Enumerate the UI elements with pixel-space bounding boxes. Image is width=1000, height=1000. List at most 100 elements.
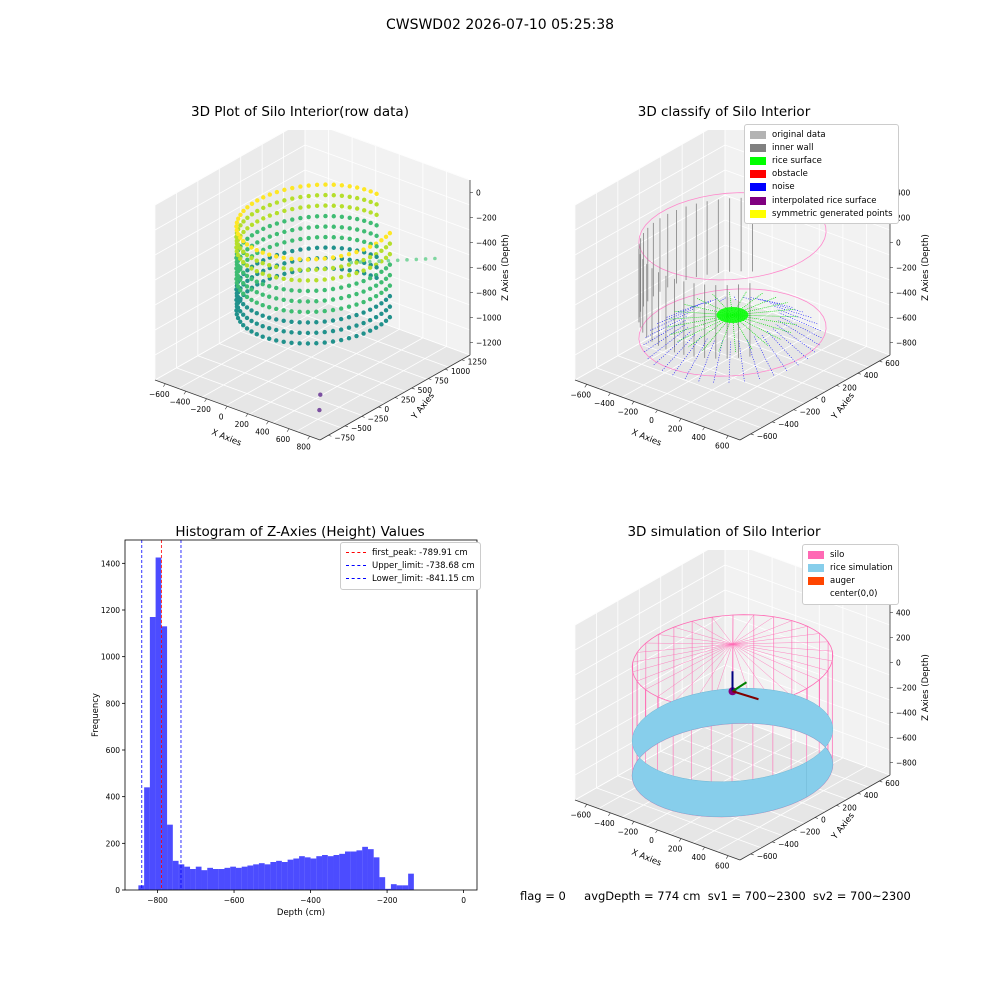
grid-line: [201, 311, 353, 398]
raw-point: [330, 328, 336, 334]
raw-point: [241, 323, 246, 328]
grid-line: [331, 130, 471, 181]
raw-point: [323, 192, 328, 198]
z-tick-label: 0: [476, 189, 481, 198]
raw-point: [339, 225, 345, 230]
x-tick-label: −600: [570, 810, 591, 819]
raw-point: [322, 340, 327, 345]
histogram-bar: [373, 857, 380, 890]
raw-point: [249, 297, 254, 303]
y-tick-label: 1200: [101, 606, 120, 615]
noise-line: [734, 296, 737, 301]
raw-point: [361, 247, 366, 252]
raw-point: [314, 257, 319, 262]
raw-point: [282, 198, 287, 203]
raw-point: [361, 299, 366, 305]
raw-point: [374, 191, 379, 197]
histogram-legend: first_peak: -789.91 cm Upper_limit: -738.…: [340, 542, 481, 590]
x-tick: [307, 436, 310, 440]
raw-point: [361, 187, 367, 192]
grid-line: [154, 144, 306, 231]
noise-line: [746, 338, 760, 380]
raw-point: [305, 299, 311, 304]
legend-entry: obstacle: [750, 168, 893, 181]
raw-point: [330, 276, 336, 281]
raw-point: [383, 276, 389, 282]
raw-point: [379, 322, 384, 327]
raw-point: [347, 226, 352, 231]
raw-point: [373, 304, 379, 309]
silo-roof-line: [645, 642, 733, 645]
raw-point: [255, 208, 260, 214]
raw-point: [347, 236, 352, 241]
x-tick-label: −400: [594, 819, 615, 828]
raw-point: [249, 233, 255, 238]
legend-label: center(0,0): [830, 589, 878, 600]
noise-line: [691, 300, 711, 308]
raw-point: [361, 239, 367, 245]
raw-point: [281, 318, 286, 324]
raw-point: [354, 333, 359, 339]
raw-point: [374, 275, 379, 281]
histogram-bar: [293, 858, 300, 890]
raw-point: [368, 259, 372, 264]
raw-point: [241, 249, 246, 254]
silo-roof-line: [732, 643, 828, 671]
raw-point: [289, 319, 294, 324]
raw-point: [330, 297, 336, 302]
raw-point: [274, 317, 279, 322]
z-tick-label: −800: [896, 759, 917, 768]
raw-point: [367, 265, 373, 270]
y-tick: [750, 853, 754, 856]
noise-line: [684, 338, 708, 379]
raw-point: [234, 291, 240, 296]
raw-point: [414, 257, 419, 262]
raw-point: [361, 310, 366, 315]
raw-point: [374, 265, 379, 270]
raw-point: [305, 278, 311, 283]
z-tick-label: −400: [476, 239, 497, 248]
raw-point: [383, 297, 389, 303]
raw-point: [373, 325, 379, 330]
raw-point: [373, 293, 379, 299]
raw-point: [260, 281, 265, 287]
grid-line: [639, 343, 805, 404]
raw-point: [274, 275, 279, 280]
raw-point: [261, 205, 266, 211]
y-tick-label: 600: [106, 746, 121, 755]
raw-point: [238, 223, 243, 228]
raw-point: [274, 231, 280, 237]
raw-point: [241, 281, 246, 286]
grid-line: [574, 664, 726, 751]
status-line: flag = 0 avgDepth = 774 cm sv1 = 700~230…: [520, 889, 911, 903]
raw-point: [347, 194, 352, 199]
raw-point: [255, 198, 260, 203]
noise-line: [742, 296, 752, 301]
histogram-bar: [264, 864, 271, 890]
grid-line: [598, 723, 749, 809]
raw-point: [314, 267, 319, 272]
raw-point: [374, 223, 379, 228]
y-tick-label: −200: [800, 828, 821, 837]
histogram-bar: [213, 869, 219, 890]
raw-point: [379, 301, 384, 306]
histogram-bar: [184, 866, 191, 890]
raw-point: [330, 265, 336, 271]
x-tick-label: −200: [377, 896, 398, 905]
raw-point: [374, 244, 379, 249]
noise-line: [766, 330, 799, 366]
raw-point: [314, 224, 320, 230]
raw-point: [289, 330, 294, 335]
x-tick-label: −200: [618, 407, 639, 416]
grid-line: [304, 219, 471, 281]
noise-line: [661, 333, 696, 371]
x-tick: [204, 398, 207, 402]
raw-point: [361, 257, 366, 263]
raw-point: [338, 285, 344, 290]
raw-point: [234, 224, 239, 229]
rice-surface-line: [674, 311, 733, 316]
grid-line: [154, 194, 306, 281]
silo-roof-line: [732, 643, 820, 681]
grid-line: [703, 726, 869, 788]
histogram-bar: [316, 856, 323, 890]
